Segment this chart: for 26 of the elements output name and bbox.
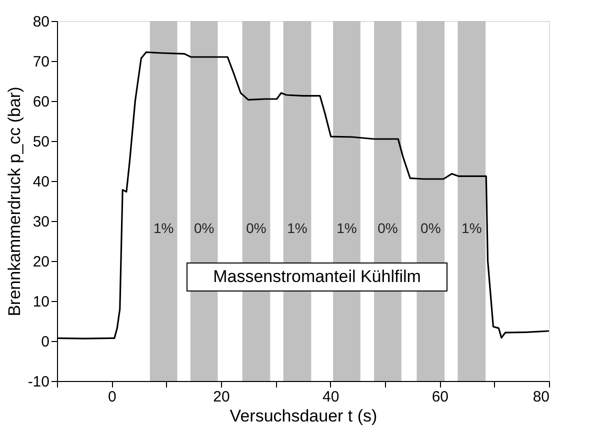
y-tick-label: 0 (41, 334, 50, 350)
annotation: Massenstromanteil Kühlfilm (213, 267, 421, 286)
y-tick-label: 70 (32, 54, 50, 70)
x-tick-label: 80 (532, 388, 550, 406)
y-tick-label: 30 (32, 214, 50, 230)
band-label: 1% (336, 220, 357, 236)
y-tick-label: 60 (32, 94, 50, 110)
x-tick-label: 20 (213, 388, 230, 406)
x-tick-label: 0 (108, 388, 116, 406)
y-tick-label: 40 (32, 174, 50, 190)
band-label: 1% (287, 220, 308, 236)
y-tick-label: 80 (32, 14, 50, 30)
y-tick-label: 20 (32, 254, 50, 270)
y-tick-label: 50 (32, 134, 50, 150)
x-tick-label: 60 (432, 388, 449, 406)
y-tick-label: 10 (32, 294, 50, 310)
band-label: 1% (462, 220, 482, 236)
y-axis-title: Brennkammerdruck p_cc (bar) (4, 86, 24, 316)
band-label: 0% (246, 220, 266, 236)
y-tick-label: -10 (28, 374, 50, 390)
x-tick-label: 40 (322, 388, 340, 406)
band-label: 0% (420, 220, 441, 236)
band-label: 0% (378, 220, 398, 236)
band-label: 0% (194, 220, 214, 236)
band-label: 1% (153, 220, 174, 236)
x-axis-title: Versuchsdauer t (s) (230, 406, 378, 426)
